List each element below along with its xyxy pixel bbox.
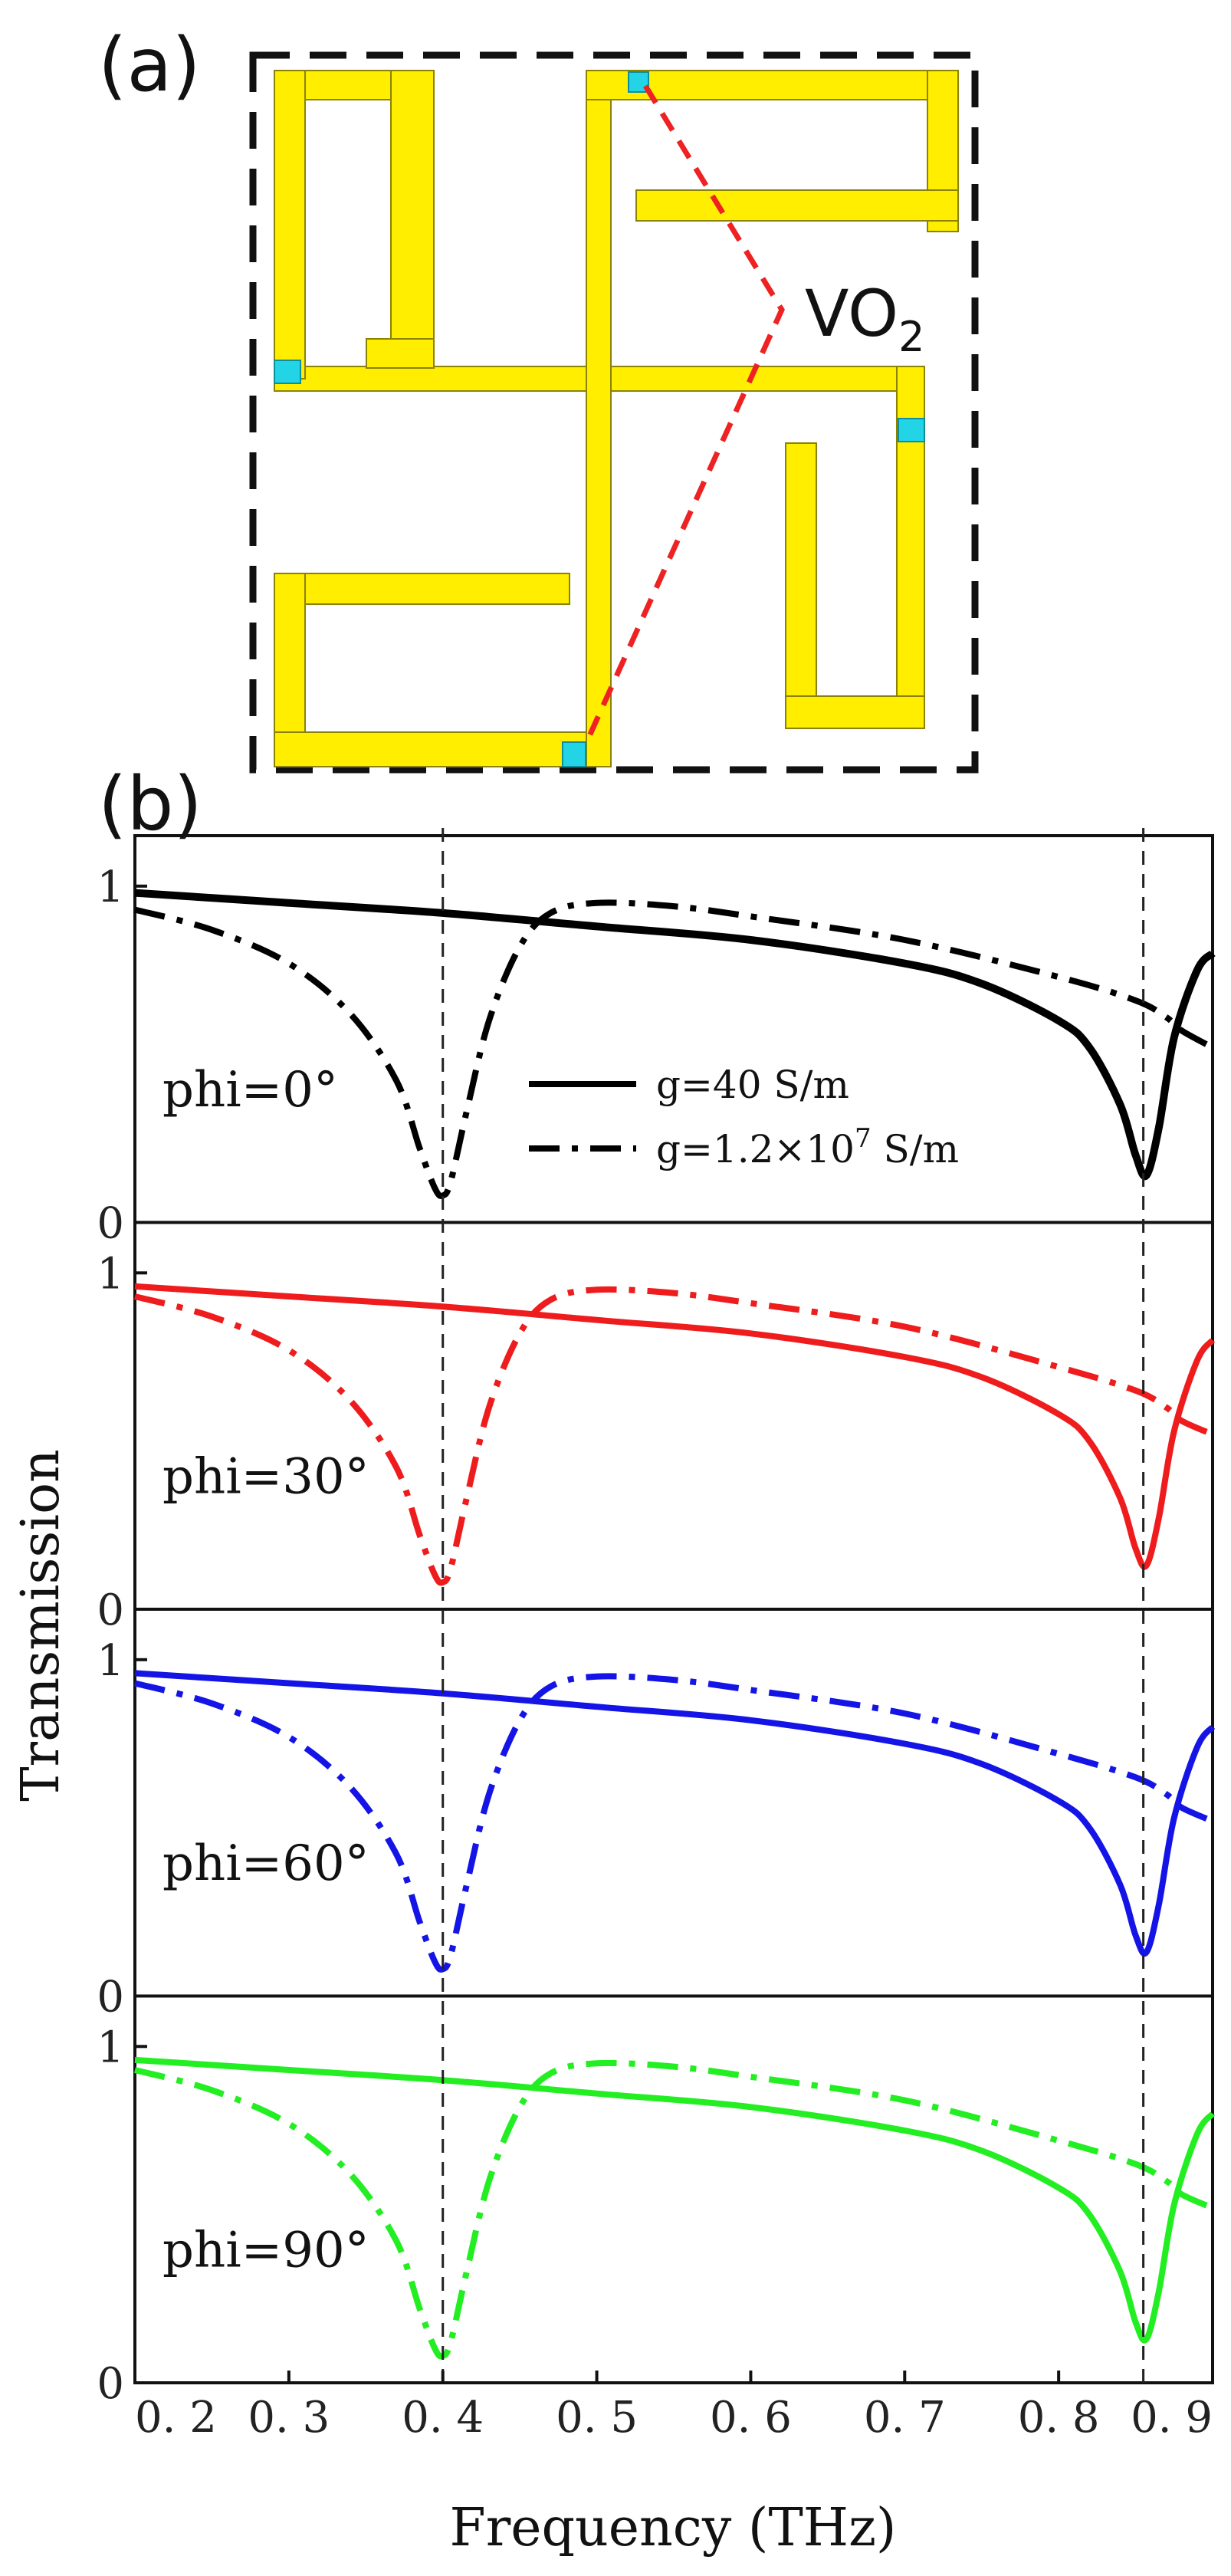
series-line-g1.2e7	[133, 899, 1214, 1200]
subplot-frame	[133, 1221, 1214, 1611]
vo2-patch	[274, 360, 301, 384]
metal-strip	[274, 573, 570, 605]
x-tick-label: 0. 2	[135, 2393, 217, 2443]
phi-label: phi=60°	[162, 1835, 369, 1892]
reference-lines	[442, 828, 1145, 2383]
panel-b-label: (b)	[98, 761, 202, 847]
y-tick-label: 1	[97, 1636, 124, 1686]
y-tick-label: 1	[97, 2022, 124, 2072]
unit-cell-schematic: (a) VO2	[98, 22, 979, 774]
x-axis-title: Frequency (THz)	[450, 2498, 897, 2558]
series-line-g1.2e7	[133, 1286, 1214, 1586]
legend: g=40 S/m g=1.2×107 S/m	[529, 1063, 959, 1171]
series-line-g40	[134, 889, 1216, 1181]
metal-strip	[366, 338, 435, 369]
y-axis-title: Transmission	[11, 1449, 71, 1802]
phi-label: phi=90°	[162, 2223, 369, 2279]
metal-strip	[586, 70, 612, 767]
phi-label: phi=0°	[162, 1062, 338, 1119]
subplot-frame	[133, 1994, 1214, 2384]
x-tick-label: 0. 4	[402, 2393, 484, 2443]
y-tick-label: 1	[97, 1249, 124, 1299]
x-tick-label: 0. 6	[710, 2393, 792, 2443]
vo2-subscript: 2	[898, 313, 924, 361]
subplot-frame	[133, 1608, 1214, 1998]
y-tick-label: 0	[97, 1585, 124, 1635]
metal-strip	[635, 189, 959, 222]
subplot-3: 0 1 phi=60°	[97, 1608, 1216, 2022]
unit-cell-boundary	[249, 51, 979, 774]
y-tick-label: 0	[97, 1199, 124, 1249]
vo2-patch	[562, 741, 586, 767]
x-axis-ticks: 0. 2 0. 3 0. 4 0. 5 0. 6 0. 7 0. 8 0. 9	[133, 2371, 1214, 2443]
series-line-g1.2e7	[133, 1673, 1214, 1973]
series-line-g40	[134, 2056, 1216, 2344]
x-tick-label: 0. 5	[556, 2393, 638, 2443]
subplot-1: 0 1 phi=0°	[97, 834, 1216, 1249]
legend-dashdot-label: g=1.2×107 S/m	[656, 1123, 959, 1171]
metal-strip	[785, 695, 925, 729]
y-tick-label: 1	[97, 863, 124, 912]
legend-exponent: 7	[855, 1123, 872, 1154]
series-line-g40	[134, 1670, 1216, 1957]
legend-solid-label: g=40 S/m	[656, 1063, 849, 1107]
y-tick-label: 0	[97, 1973, 124, 2022]
subplot-4: 0 1 phi=90°	[97, 1994, 1216, 2409]
x-tick-label: 0. 8	[1018, 2393, 1100, 2443]
vo2-pointer-line	[586, 84, 785, 739]
phi-label: phi=30°	[162, 1449, 369, 1506]
x-tick-label: 0. 9	[1131, 2393, 1213, 2443]
metal-strip	[274, 70, 306, 380]
x-tick-label: 0. 7	[864, 2393, 946, 2443]
x-tick-label: 0. 3	[248, 2393, 330, 2443]
vo2-label: VO2	[805, 276, 924, 361]
transmission-plot: (b) 01phi=0°01phi=30°01phi=60°01phi=90° …	[11, 761, 1216, 2558]
series-line-g40	[134, 1283, 1216, 1570]
panel-a-label: (a)	[98, 22, 201, 108]
series-line-g1.2e7	[133, 2059, 1214, 2360]
metal-strip	[390, 70, 435, 369]
metal-resonator	[274, 70, 959, 767]
vo2-patch	[898, 418, 925, 442]
metal-strip	[274, 731, 587, 767]
y-tick-label: 0	[97, 2359, 124, 2409]
metal-strip	[785, 442, 817, 729]
subplot-2: 0 1 phi=30°	[97, 1221, 1216, 1635]
